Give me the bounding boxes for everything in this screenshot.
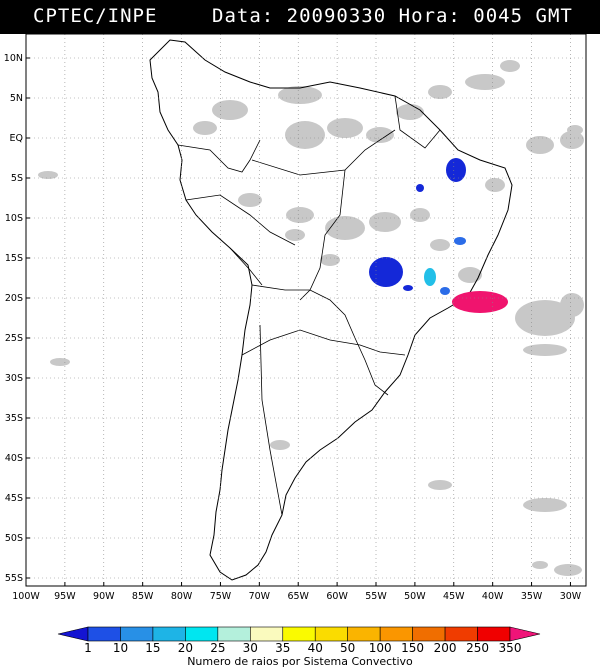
lat-tick-label: 55S <box>5 573 23 584</box>
lon-tick-label: 40W <box>482 591 504 602</box>
timezone-label: GMT <box>535 5 573 27</box>
lightning-cells <box>369 158 508 313</box>
date-value: 20090330 <box>286 5 387 27</box>
colorbar-label: 25 <box>210 641 225 655</box>
colorbar-label: 35 <box>275 641 290 655</box>
latitude-labels: 10N 5N EQ 5S 10S 15S 20S 25S 30S 35S 40S 45S 50S 55S <box>4 53 30 584</box>
colorbar-segment <box>477 626 511 642</box>
colorbar <box>57 626 541 642</box>
lightning-cell <box>424 268 436 286</box>
lat-tick-label: 10N <box>4 53 23 64</box>
lat-tick-label: 15S <box>5 253 23 264</box>
cloud-cover <box>38 60 584 576</box>
lon-tick-label: 65W <box>287 591 309 602</box>
graticule <box>26 34 586 586</box>
colorbar-label: 50 <box>340 641 355 655</box>
lat-tick-label: 10S <box>5 213 23 224</box>
lat-tick-label: 20S <box>5 293 23 304</box>
lightning-cell <box>452 291 508 313</box>
lightning-cell <box>403 285 413 291</box>
lat-tick-label: EQ <box>10 133 23 144</box>
lat-tick-label: 25S <box>5 333 23 344</box>
lat-tick-label: 30S <box>5 373 23 384</box>
colorbar-segment <box>87 626 121 642</box>
colorbar-title: Numero de raios por Sistema Convectivo <box>187 655 413 668</box>
lon-tick-label: 70W <box>249 591 271 602</box>
lightning-cell <box>416 184 424 192</box>
colorbar-label: 30 <box>243 641 258 655</box>
colorbar-segment <box>152 626 186 642</box>
map-plot-area <box>26 34 586 586</box>
lat-tick-label: 5S <box>11 173 23 184</box>
lat-tick-label: 40S <box>5 453 23 464</box>
colorbar-labels: 1 10 15 20 25 30 35 40 50 100 150 200 250 350 <box>84 641 521 655</box>
lightning-cell <box>454 237 466 245</box>
colorbar-label: 250 <box>466 641 489 655</box>
lon-tick-label: 100W <box>12 591 40 602</box>
colorbar-segment <box>217 626 251 642</box>
lat-tick-label: 35S <box>5 413 23 424</box>
lon-tick-label: 80W <box>171 591 193 602</box>
lon-tick-label: 30W <box>560 591 582 602</box>
colorbar-min-arrow <box>57 626 89 642</box>
lon-tick-label: 35W <box>521 591 543 602</box>
colorbar-segment <box>347 626 381 642</box>
colorbar-label: 10 <box>113 641 128 655</box>
lon-tick-label: 90W <box>93 591 115 602</box>
colorbar-segment <box>250 626 284 642</box>
colorbar-segment <box>120 626 154 642</box>
plot-frame <box>25 33 587 587</box>
lon-tick-label: 95W <box>54 591 76 602</box>
time-label: Hora: <box>398 5 461 27</box>
lat-tick-label: 45S <box>5 493 23 504</box>
lightning-cell <box>440 287 450 295</box>
lon-tick-label: 55W <box>365 591 387 602</box>
colorbar-segment <box>185 626 219 642</box>
lat-tick-label: 5N <box>10 93 23 104</box>
map-header: CPTEC/INPE Data: 20090330 Hora: 0045 GMT <box>0 0 600 34</box>
longitude-labels: 100W 95W 90W 85W 80W 75W 70W 65W 60W 55W 50W 45W 40W… <box>12 582 582 602</box>
time-value: 0045 <box>473 5 524 27</box>
colorbar-segment <box>282 626 316 642</box>
date-label: Data: <box>212 5 275 27</box>
lon-tick-label: 60W <box>326 591 348 602</box>
colorbar-label: 1 <box>84 641 92 655</box>
lon-tick-label: 85W <box>132 591 154 602</box>
lightning-cell <box>446 158 466 182</box>
colorbar-segment <box>314 626 348 642</box>
colorbar-label: 350 <box>499 641 522 655</box>
lat-tick-label: 50S <box>5 533 23 544</box>
datetime-label: Data: 20090330 Hora: 0045 GMT <box>212 5 573 27</box>
colorbar-label: 20 <box>178 641 193 655</box>
colorbar-label: 200 <box>434 641 457 655</box>
country-borders <box>177 95 441 516</box>
colorbar-segment <box>412 626 446 642</box>
colorbar-segment <box>444 626 478 642</box>
organization-label: CPTEC/INPE <box>33 5 158 27</box>
lightning-cell <box>369 257 403 287</box>
lon-tick-label: 75W <box>210 591 232 602</box>
colorbar-label: 15 <box>145 641 160 655</box>
colorbar-label: 150 <box>401 641 424 655</box>
lon-tick-label: 45W <box>443 591 465 602</box>
colorbar-label: 40 <box>308 641 323 655</box>
colorbar-label: 100 <box>369 641 392 655</box>
colorbar-max-arrow <box>509 626 541 642</box>
lon-tick-label: 50W <box>404 591 426 602</box>
colorbar-segment <box>379 626 413 642</box>
